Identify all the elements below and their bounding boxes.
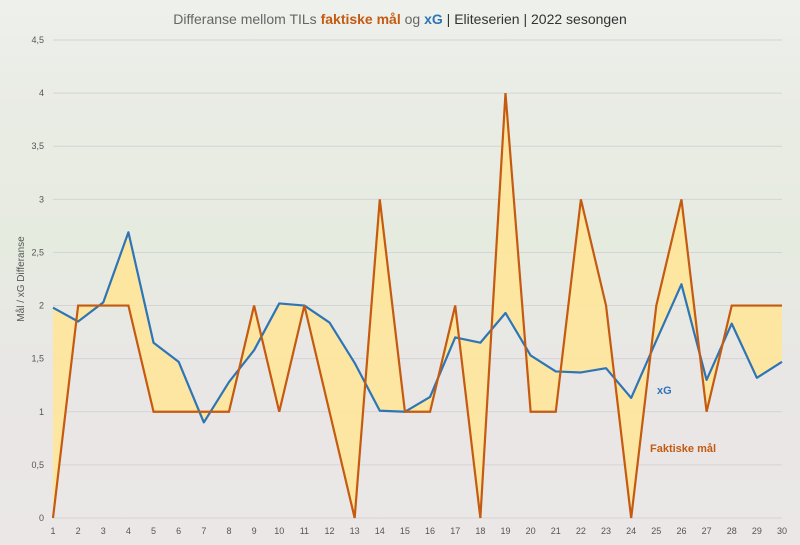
y-tick-label: 2,5 — [31, 247, 44, 257]
y-tick-label: 2 — [39, 301, 44, 311]
x-tick-label: 17 — [450, 526, 460, 536]
x-tick-label: 3 — [101, 526, 106, 536]
y-tick-label: 1 — [39, 407, 44, 417]
title-xg: xG — [424, 11, 443, 27]
y-tick-label: 0 — [39, 513, 44, 523]
y-tick-label: 4 — [39, 88, 44, 98]
x-tick-label: 2 — [76, 526, 81, 536]
x-tick-label: 26 — [676, 526, 686, 536]
x-tick-label: 22 — [576, 526, 586, 536]
x-tick-label: 29 — [752, 526, 762, 536]
x-tick-label: 10 — [274, 526, 284, 536]
x-tick-label: 18 — [475, 526, 485, 536]
x-tick-label: 4 — [126, 526, 131, 536]
x-tick-label: 23 — [601, 526, 611, 536]
series-line-xg — [52, 231, 783, 424]
y-tick-label: 3 — [39, 194, 44, 204]
x-tick-label: 24 — [626, 526, 636, 536]
x-tick-label: 5 — [151, 526, 156, 536]
y-tick-label: 3,5 — [31, 141, 44, 151]
chart-title: Differanse mellom TILs faktiske mål og x… — [173, 11, 627, 27]
x-tick-label: 6 — [176, 526, 181, 536]
x-tick-label: 16 — [425, 526, 435, 536]
x-tick-label: 11 — [300, 526, 309, 536]
x-tick-label: 30 — [777, 526, 787, 536]
title-actual-goals: faktiske mål — [320, 11, 401, 27]
y-tick-label: 0,5 — [31, 460, 44, 470]
x-tick-label: 15 — [400, 526, 410, 536]
y-tick-label: 1,5 — [31, 354, 44, 364]
x-tick-label: 8 — [226, 526, 231, 536]
y-tick-label: 4,5 — [31, 35, 44, 45]
y-axis-label: Mål / xG Differanse — [15, 236, 27, 322]
x-tick-label: 27 — [702, 526, 712, 536]
x-tick-label: 9 — [252, 526, 257, 536]
x-tick-label: 7 — [201, 526, 206, 536]
x-tick-label: 19 — [500, 526, 510, 536]
series-label-actual: Faktiske mål — [650, 443, 716, 455]
x-tick-label: 21 — [551, 526, 561, 536]
x-tick-label: 25 — [651, 526, 661, 536]
x-tick-label: 12 — [325, 526, 335, 536]
series-line-actual-goals — [51, 93, 782, 519]
x-tick-label: 28 — [727, 526, 737, 536]
x-tick-label: 14 — [375, 526, 385, 536]
x-tick-label: 20 — [526, 526, 536, 536]
x-tick-label: 1 — [50, 526, 55, 536]
series-label-xg: xG — [657, 385, 672, 397]
x-tick-label: 13 — [350, 526, 360, 536]
